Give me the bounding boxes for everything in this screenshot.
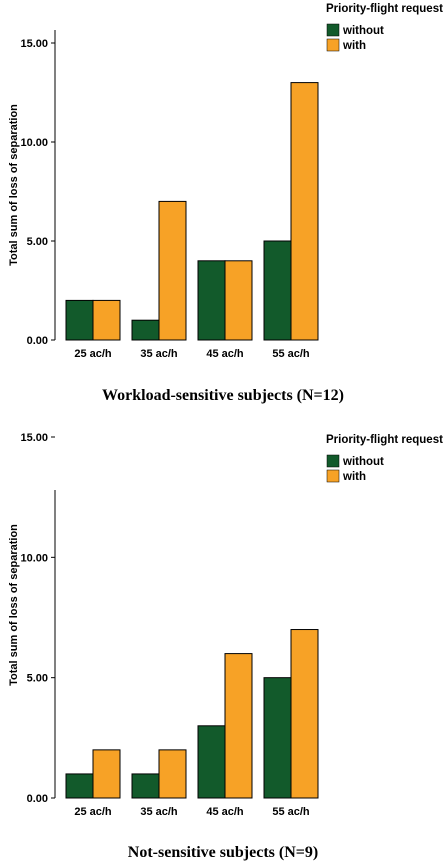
legend-title: Priority-flight request [326,434,443,446]
x-tick-label: 35 ac/h [140,806,178,818]
bar-without-35ach [131,319,160,341]
x-tick-label: 45 ac/h [206,348,244,360]
chart-panel-2: 25 ac/h 35 ac/h 45 ac/h 55 ac/h 0.00 5.00 10.0… [8,432,443,861]
legend-label-with: with [342,471,366,483]
bar-without-35ach [131,773,160,799]
legend-swatch-with [326,38,340,52]
legend-label-without: without [342,25,384,37]
legend-title: Priority-flight request [326,3,443,15]
x-tick-label: 45 ac/h [206,806,244,818]
bar-without-55ach [263,240,292,341]
bar-with-25ach [92,749,121,799]
bar-with-45ach [224,653,253,799]
x-tick-label: 55 ac/h [272,348,310,360]
bar-without-45ach [197,260,226,341]
x-tick-label: 35 ac/h [140,348,178,360]
bar-without-25ach [65,299,94,341]
chart-title: Workload-sensitive subjects (N=12) [102,387,344,404]
y-axis-label: Total sum of loss of separation [8,524,20,686]
chart-title: Not-sensitive subjects (N=9) [128,844,318,861]
y-tick-label: 5.00 [27,673,48,685]
legend-label-without: without [342,456,384,468]
chart-panel-1: 25 ac/h 35 ac/h 45 ac/h 55 ac/h 0.00 5.00 10.0… [8,3,443,404]
x-tick-label: 25 ac/h [74,348,112,360]
y-tick-label: 0.00 [27,335,48,347]
y-tick-label: 15.00 [20,38,48,50]
y-tick-label: 5.00 [27,236,48,248]
bar-with-55ach [290,629,319,799]
y-tick-label: 0.00 [27,793,48,805]
y-axis-label: Total sum of loss of separation [8,104,20,266]
y-tick-label: 10.00 [20,552,48,564]
bar-without-25ach [65,773,94,799]
bar-with-25ach [92,299,121,341]
bar-with-35ach [158,200,187,341]
bar-without-55ach [263,677,292,799]
legend-swatch-without [326,454,340,468]
legend-swatch-without [326,23,340,37]
bar-without-45ach [197,725,226,799]
y-tick-label: 10.00 [20,137,48,149]
x-tick-label: 25 ac/h [74,806,112,818]
x-tick-label: 55 ac/h [272,806,310,818]
legend-label-with: with [342,40,366,52]
legend-swatch-with [326,469,340,483]
bar-with-35ach [158,749,187,799]
bar-with-55ach [290,82,319,341]
y-tick-label: 15.00 [20,432,48,444]
bar-with-45ach [224,260,253,341]
